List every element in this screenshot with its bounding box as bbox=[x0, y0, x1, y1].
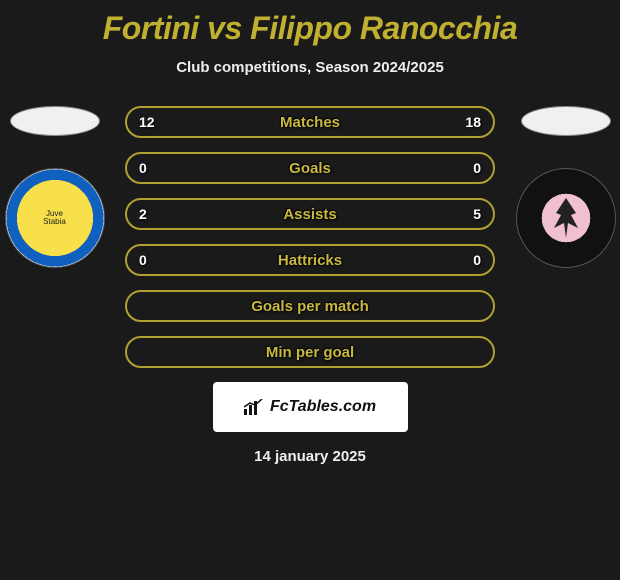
stats-column: 12 Matches 18 0 Goals 0 2 Assists 5 0 Ha… bbox=[125, 106, 495, 368]
stat-right-value: 0 bbox=[451, 160, 481, 176]
stat-row-goals: 0 Goals 0 bbox=[125, 152, 495, 184]
page-title: Fortini vs Filippo Ranocchia bbox=[103, 10, 517, 47]
stat-left-value: 0 bbox=[139, 252, 169, 268]
fctables-link[interactable]: FcTables.com bbox=[213, 382, 408, 432]
right-player-col bbox=[513, 106, 618, 268]
stat-label: Goals bbox=[289, 160, 331, 177]
stat-label: Hattricks bbox=[278, 252, 342, 269]
stat-row-gpm: Goals per match bbox=[125, 290, 495, 322]
right-club-badge-icon bbox=[516, 168, 616, 268]
left-player-col: JuveStabia bbox=[2, 106, 107, 268]
left-flag-icon bbox=[10, 106, 100, 136]
page-subtitle: Club competitions, Season 2024/2025 bbox=[176, 59, 444, 76]
date-text: 14 january 2025 bbox=[254, 448, 366, 465]
chart-icon bbox=[244, 399, 264, 415]
stat-left-value: 12 bbox=[139, 114, 169, 130]
right-flag-icon bbox=[521, 106, 611, 136]
stat-label: Matches bbox=[280, 114, 340, 131]
fctables-brand-text: FcTables.com bbox=[270, 398, 376, 416]
stat-right-value: 0 bbox=[451, 252, 481, 268]
stat-label: Min per goal bbox=[266, 344, 354, 361]
stat-row-mpg: Min per goal bbox=[125, 336, 495, 368]
stat-right-value: 18 bbox=[451, 114, 481, 130]
body-area: JuveStabia 12 Matches 18 0 Goals 0 2 Ass… bbox=[0, 106, 620, 368]
stat-label: Assists bbox=[283, 206, 336, 223]
stat-label: Goals per match bbox=[251, 298, 369, 315]
comparison-card: Fortini vs Filippo Ranocchia Club compet… bbox=[0, 0, 620, 465]
stat-row-matches: 12 Matches 18 bbox=[125, 106, 495, 138]
eagle-icon bbox=[546, 193, 586, 243]
stat-right-value: 5 bbox=[451, 206, 481, 222]
stat-left-value: 0 bbox=[139, 160, 169, 176]
left-badge-text: JuveStabia bbox=[43, 210, 66, 226]
stat-left-value: 2 bbox=[139, 206, 169, 222]
stat-row-assists: 2 Assists 5 bbox=[125, 198, 495, 230]
stat-row-hattricks: 0 Hattricks 0 bbox=[125, 244, 495, 276]
left-club-badge-icon: JuveStabia bbox=[5, 168, 105, 268]
